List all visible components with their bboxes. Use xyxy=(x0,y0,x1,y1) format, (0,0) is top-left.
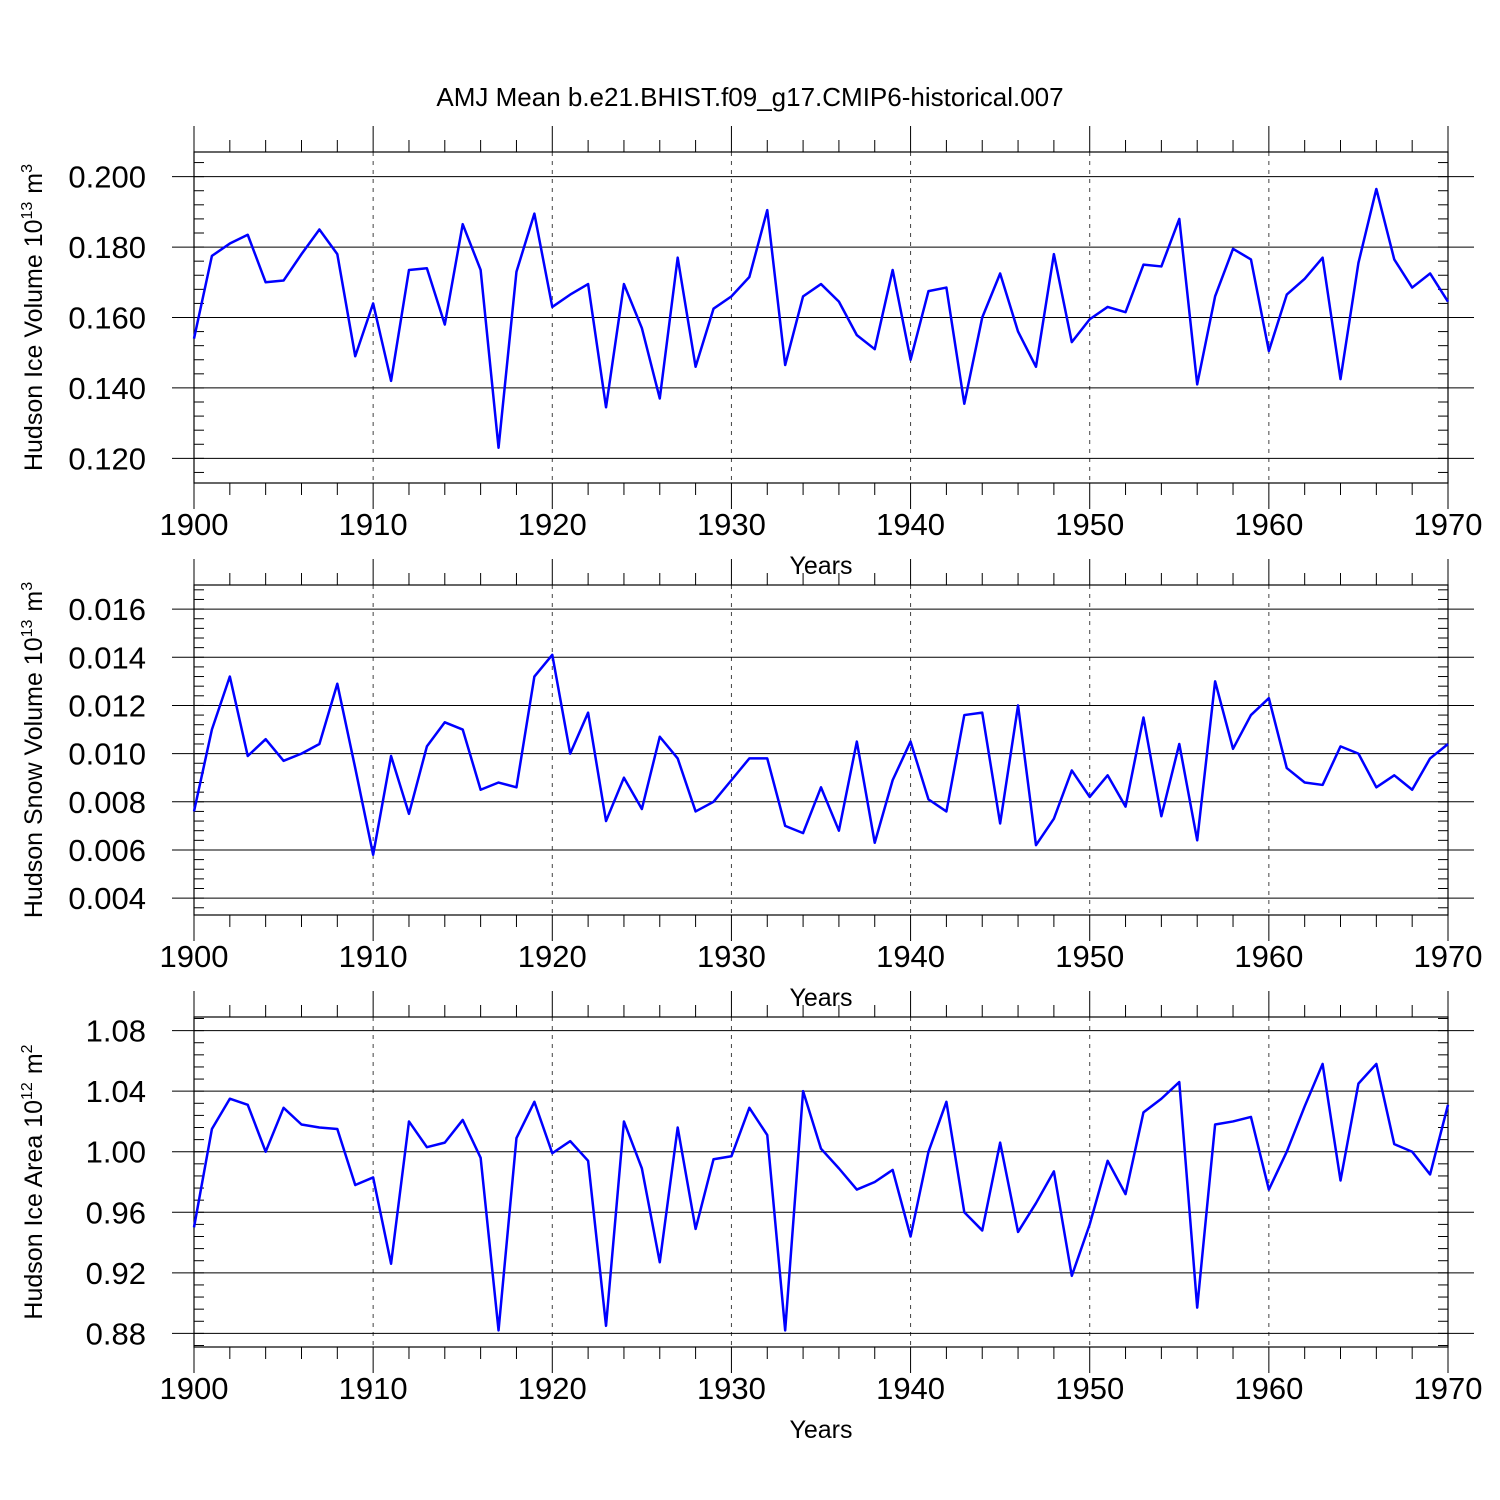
y-axis-label-exponent: 13 xyxy=(19,619,36,637)
y-axis-label-main: Hudson Ice Volume 10 xyxy=(20,219,48,471)
y-axis-label: Hudson Ice Area 1012 m2 xyxy=(19,1044,48,1319)
y-tick-label: 0.92 xyxy=(86,1256,146,1291)
x-tick-label: 1950 xyxy=(1055,939,1124,974)
series-line xyxy=(192,187,1450,450)
x-tick-label: 1950 xyxy=(1055,507,1124,542)
x-tick-label: 1960 xyxy=(1234,507,1303,542)
y-tick-label: 1.08 xyxy=(86,1014,146,1049)
x-axis-label: Years xyxy=(789,1416,852,1444)
y-tick-label: 0.160 xyxy=(68,301,146,336)
y-axis-label-unit-exponent: 2 xyxy=(19,1044,36,1053)
x-tick-label: 1930 xyxy=(697,507,766,542)
y-axis-label: Hudson Snow Volume 1013 m3 xyxy=(19,582,48,918)
plot-frame xyxy=(193,151,1449,484)
plot-frame xyxy=(193,1016,1449,1348)
x-axis-label: Years xyxy=(789,552,852,580)
figure-title: AMJ Mean b.e21.BHIST.f09_g17.CMIP6-histo… xyxy=(436,82,1063,112)
y-axis-label-exponent: 13 xyxy=(19,202,36,220)
y-axis-label-main: Hudson Snow Volume 10 xyxy=(20,637,48,918)
y-tick-label: 0.88 xyxy=(86,1316,146,1351)
x-tick-label: 1920 xyxy=(518,507,587,542)
y-tick-label: 0.96 xyxy=(86,1195,146,1230)
x-tick-label: 1900 xyxy=(160,939,229,974)
series-line xyxy=(192,1062,1450,1332)
y-tick-label: 0.140 xyxy=(68,371,146,406)
chart-panel-1: 0.120 0.140 0.160 0.180 0.200 1900 1910 1920 193… xyxy=(19,126,1482,580)
y-tick-label: 0.010 xyxy=(68,737,146,772)
x-tick-label: 1940 xyxy=(876,507,945,542)
x-tick-label: 1970 xyxy=(1414,507,1483,542)
y-axis-label-unit: m xyxy=(20,173,48,194)
x-tick-label: 1960 xyxy=(1234,939,1303,974)
y-axis-label-main: Hudson Ice Area 10 xyxy=(20,1100,48,1320)
x-tick-label: 1940 xyxy=(876,939,945,974)
x-tick-label: 1960 xyxy=(1234,1371,1303,1406)
panels: 0.120 0.140 0.160 0.180 0.200 1900 1910 1920 193… xyxy=(19,126,1482,1444)
x-tick-label: 1940 xyxy=(876,1371,945,1406)
y-tick-label: 0.012 xyxy=(68,688,146,723)
y-tick-label: 0.200 xyxy=(68,160,146,195)
y-axis-label-unit: m xyxy=(20,1053,48,1074)
x-tick-label: 1930 xyxy=(697,939,766,974)
x-tick-label: 1920 xyxy=(518,1371,587,1406)
x-tick-label: 1970 xyxy=(1414,1371,1483,1406)
y-tick-label: 0.006 xyxy=(68,833,146,868)
x-tick-label: 1930 xyxy=(697,1371,766,1406)
x-tick-label: 1970 xyxy=(1414,939,1483,974)
y-tick-label: 0.016 xyxy=(68,592,146,627)
y-tick-label: 1.00 xyxy=(86,1135,146,1170)
y-axis-label-unit-exponent: 3 xyxy=(19,164,36,173)
y-tick-label: 1.04 xyxy=(86,1074,146,1109)
x-tick-label: 1920 xyxy=(518,939,587,974)
y-tick-label: 0.180 xyxy=(68,230,146,265)
chart-panel-3: 0.88 0.92 0.96 1.00 1.04 1.08 1900 1910 1920 1930… xyxy=(19,991,1482,1444)
x-tick-label: 1900 xyxy=(160,507,229,542)
x-tick-label: 1910 xyxy=(339,939,408,974)
y-tick-label: 0.008 xyxy=(68,785,146,820)
y-axis-label-exponent: 12 xyxy=(19,1082,36,1100)
x-tick-label: 1950 xyxy=(1055,1371,1124,1406)
x-axis-label: Years xyxy=(789,984,852,1012)
series-line xyxy=(192,653,1449,857)
y-tick-label: 0.120 xyxy=(68,441,146,476)
chart-panel-2: 0.004 0.006 0.008 0.010 0.012 0.014 0.016 1900 1… xyxy=(19,559,1482,1012)
y-axis-label: Hudson Ice Volume 1013 m3 xyxy=(19,164,48,471)
y-axis-label-unit: m xyxy=(20,591,48,612)
x-tick-label: 1900 xyxy=(160,1371,229,1406)
plot-frame xyxy=(193,584,1449,916)
y-axis-label-unit-exponent: 3 xyxy=(19,582,36,591)
x-tick-label: 1910 xyxy=(339,1371,408,1406)
y-tick-label: 0.014 xyxy=(68,640,146,675)
y-tick-label: 0.004 xyxy=(68,881,146,916)
x-tick-label: 1910 xyxy=(339,507,408,542)
